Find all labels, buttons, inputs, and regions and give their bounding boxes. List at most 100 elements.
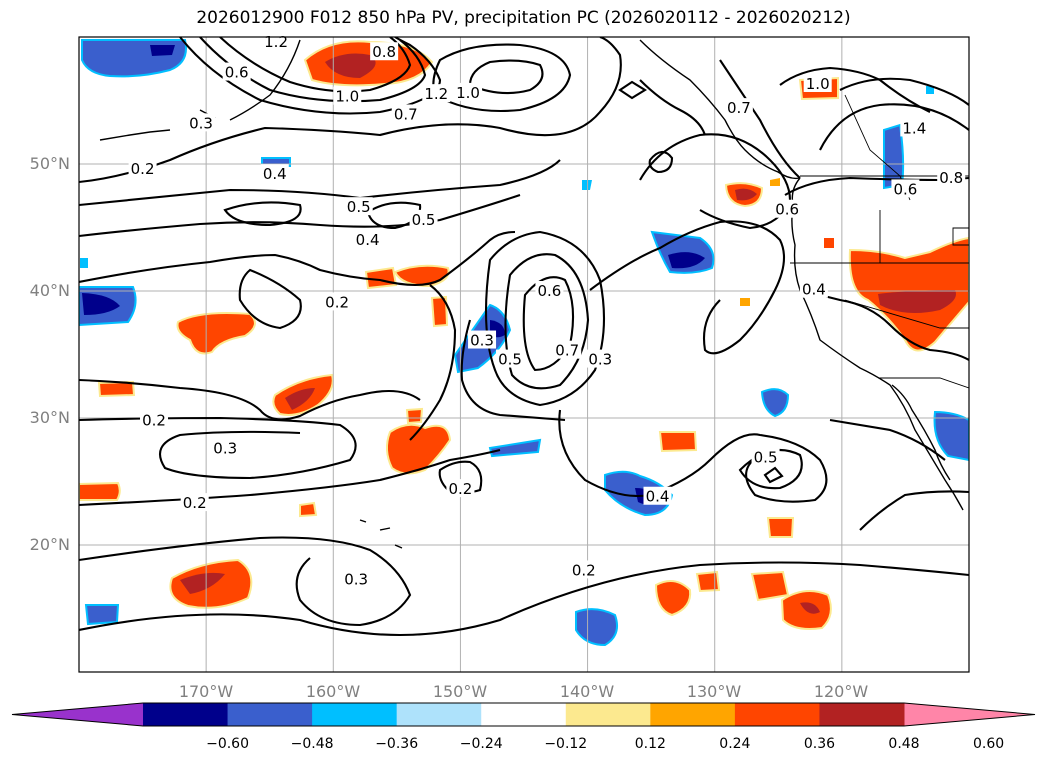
colorbar-extend-high [904, 703, 1035, 726]
colorbar-outline [11, 702, 1036, 727]
contour-label-bg [128, 159, 157, 178]
contour-label: 0.6 [225, 64, 249, 82]
contour-label: 0.3 [470, 332, 494, 350]
contour-label: 0.5 [412, 211, 436, 229]
pv-contour [79, 536, 412, 627]
precip-positive-area [824, 238, 834, 248]
lon-label-160w: 160°W [306, 682, 361, 701]
lon-label-150w: 150°W [433, 682, 488, 701]
contour-label-bg [799, 279, 828, 298]
pv-contour [839, 77, 969, 106]
contour-label-bg [211, 438, 240, 457]
colorbar-tick-label: −0.36 [375, 736, 418, 752]
precip-positive-area [750, 570, 790, 602]
precip-positive-area [695, 570, 721, 593]
contour-label-bg [586, 349, 615, 368]
chart-title: 2026012900 F012 850 hPa PV, precipitatio… [196, 8, 851, 28]
contour-label-bg [553, 340, 582, 359]
border-us-mexico [878, 377, 969, 389]
contour-label: 1.0 [335, 88, 359, 106]
colorbar-extend-low [12, 703, 143, 726]
pv-contour [829, 418, 946, 461]
contour-label-bg [569, 560, 598, 579]
colorbar-tick-label: −0.48 [291, 736, 334, 752]
contour-label: 0.4 [263, 165, 287, 183]
pv-contour [639, 133, 792, 230]
contour-label: 0.7 [727, 99, 751, 117]
contour-label-bg [353, 230, 382, 249]
contour-label-bg [323, 292, 352, 311]
precip-positive-area [654, 580, 692, 617]
map-frame [78, 36, 970, 673]
pv-contour [238, 268, 302, 330]
pv-contour [79, 194, 521, 238]
contour-label: 1.2 [424, 85, 448, 103]
lon-label-130w: 130°W [687, 682, 742, 701]
contour-label-bg [496, 349, 525, 368]
precip-negative-core [150, 45, 175, 56]
colorbar: −0.60 −0.48 −0.36 −0.24 −0.12 0.12 0.24 0.36 0.4… [11, 702, 1036, 752]
pv-contour [460, 319, 566, 422]
contour-label: 0.4 [356, 231, 380, 249]
precip-positive-area [770, 178, 780, 186]
precip-negative-area [933, 410, 969, 462]
colorbar-segment [143, 703, 229, 726]
precip-positive-area [79, 481, 121, 501]
pv-contour [79, 561, 969, 636]
coastlines [99, 39, 964, 549]
lat-label-50n: 50°N [30, 154, 70, 173]
precip-negative-area [80, 258, 88, 268]
contour-label: 0.7 [555, 342, 579, 360]
lat-label-40n: 40°N [30, 281, 70, 300]
precip-positive-core [325, 53, 376, 78]
pv-contour [484, 230, 606, 407]
coastline-na-west [791, 177, 964, 511]
pv-contour [784, 176, 969, 196]
coastline-islands [359, 519, 403, 549]
contour-label: 0.2 [325, 293, 349, 311]
contour-label-bg [370, 42, 399, 61]
precip-positive-core [800, 602, 820, 614]
border-state [790, 210, 969, 329]
longitude-labels: 170°W 160°W 150°W 140°W 130°W 120°W [179, 682, 869, 701]
precip-negative-area [84, 604, 120, 626]
pv-contour [859, 490, 969, 531]
pv-contour [79, 378, 421, 421]
contour-label: 0.6 [537, 282, 561, 300]
contour-label-bg [222, 62, 251, 81]
contour-label: 0.3 [189, 114, 213, 132]
coastline-aleutians [99, 129, 171, 141]
colorbar-segment [396, 703, 482, 726]
contour-label: 0.6 [775, 201, 799, 219]
colorbar-tick-label: 0.24 [719, 736, 750, 752]
contour-label: 0.8 [939, 169, 963, 187]
colorbar-tick-label: 0.48 [888, 736, 919, 752]
pv-contour [639, 79, 706, 136]
colorbar-tick-label: −0.24 [460, 736, 503, 752]
precip-positive-area [364, 266, 398, 290]
pv-contour [468, 59, 544, 95]
precip-negative-core [668, 252, 705, 269]
colorbar-segment [227, 703, 313, 726]
precip-positive-area [97, 380, 136, 398]
pv-contour [618, 80, 648, 100]
contour-label: 0.3 [588, 351, 612, 369]
precip-shading [79, 39, 969, 647]
contour-label: 0.4 [646, 488, 670, 506]
contour-label-bg [900, 118, 929, 137]
contour-label-bg [409, 209, 438, 228]
precip-negative-area [582, 180, 592, 190]
lat-label-30n: 30°N [30, 408, 70, 427]
precip-negative-area [926, 86, 934, 94]
contour-label-bg [535, 281, 564, 299]
colorbar-tick-label: 0.60 [973, 736, 1004, 752]
precip-positive-core [180, 572, 225, 594]
contour-label-bg [773, 199, 802, 218]
contour-label-bg [803, 73, 832, 92]
precip-positive-core [285, 388, 315, 410]
colorbar-segment [734, 703, 820, 726]
pv-contour [79, 416, 357, 480]
contour-label-bg [180, 493, 209, 512]
contour-label-bg [468, 330, 497, 349]
contour-label: 1.0 [806, 75, 830, 93]
